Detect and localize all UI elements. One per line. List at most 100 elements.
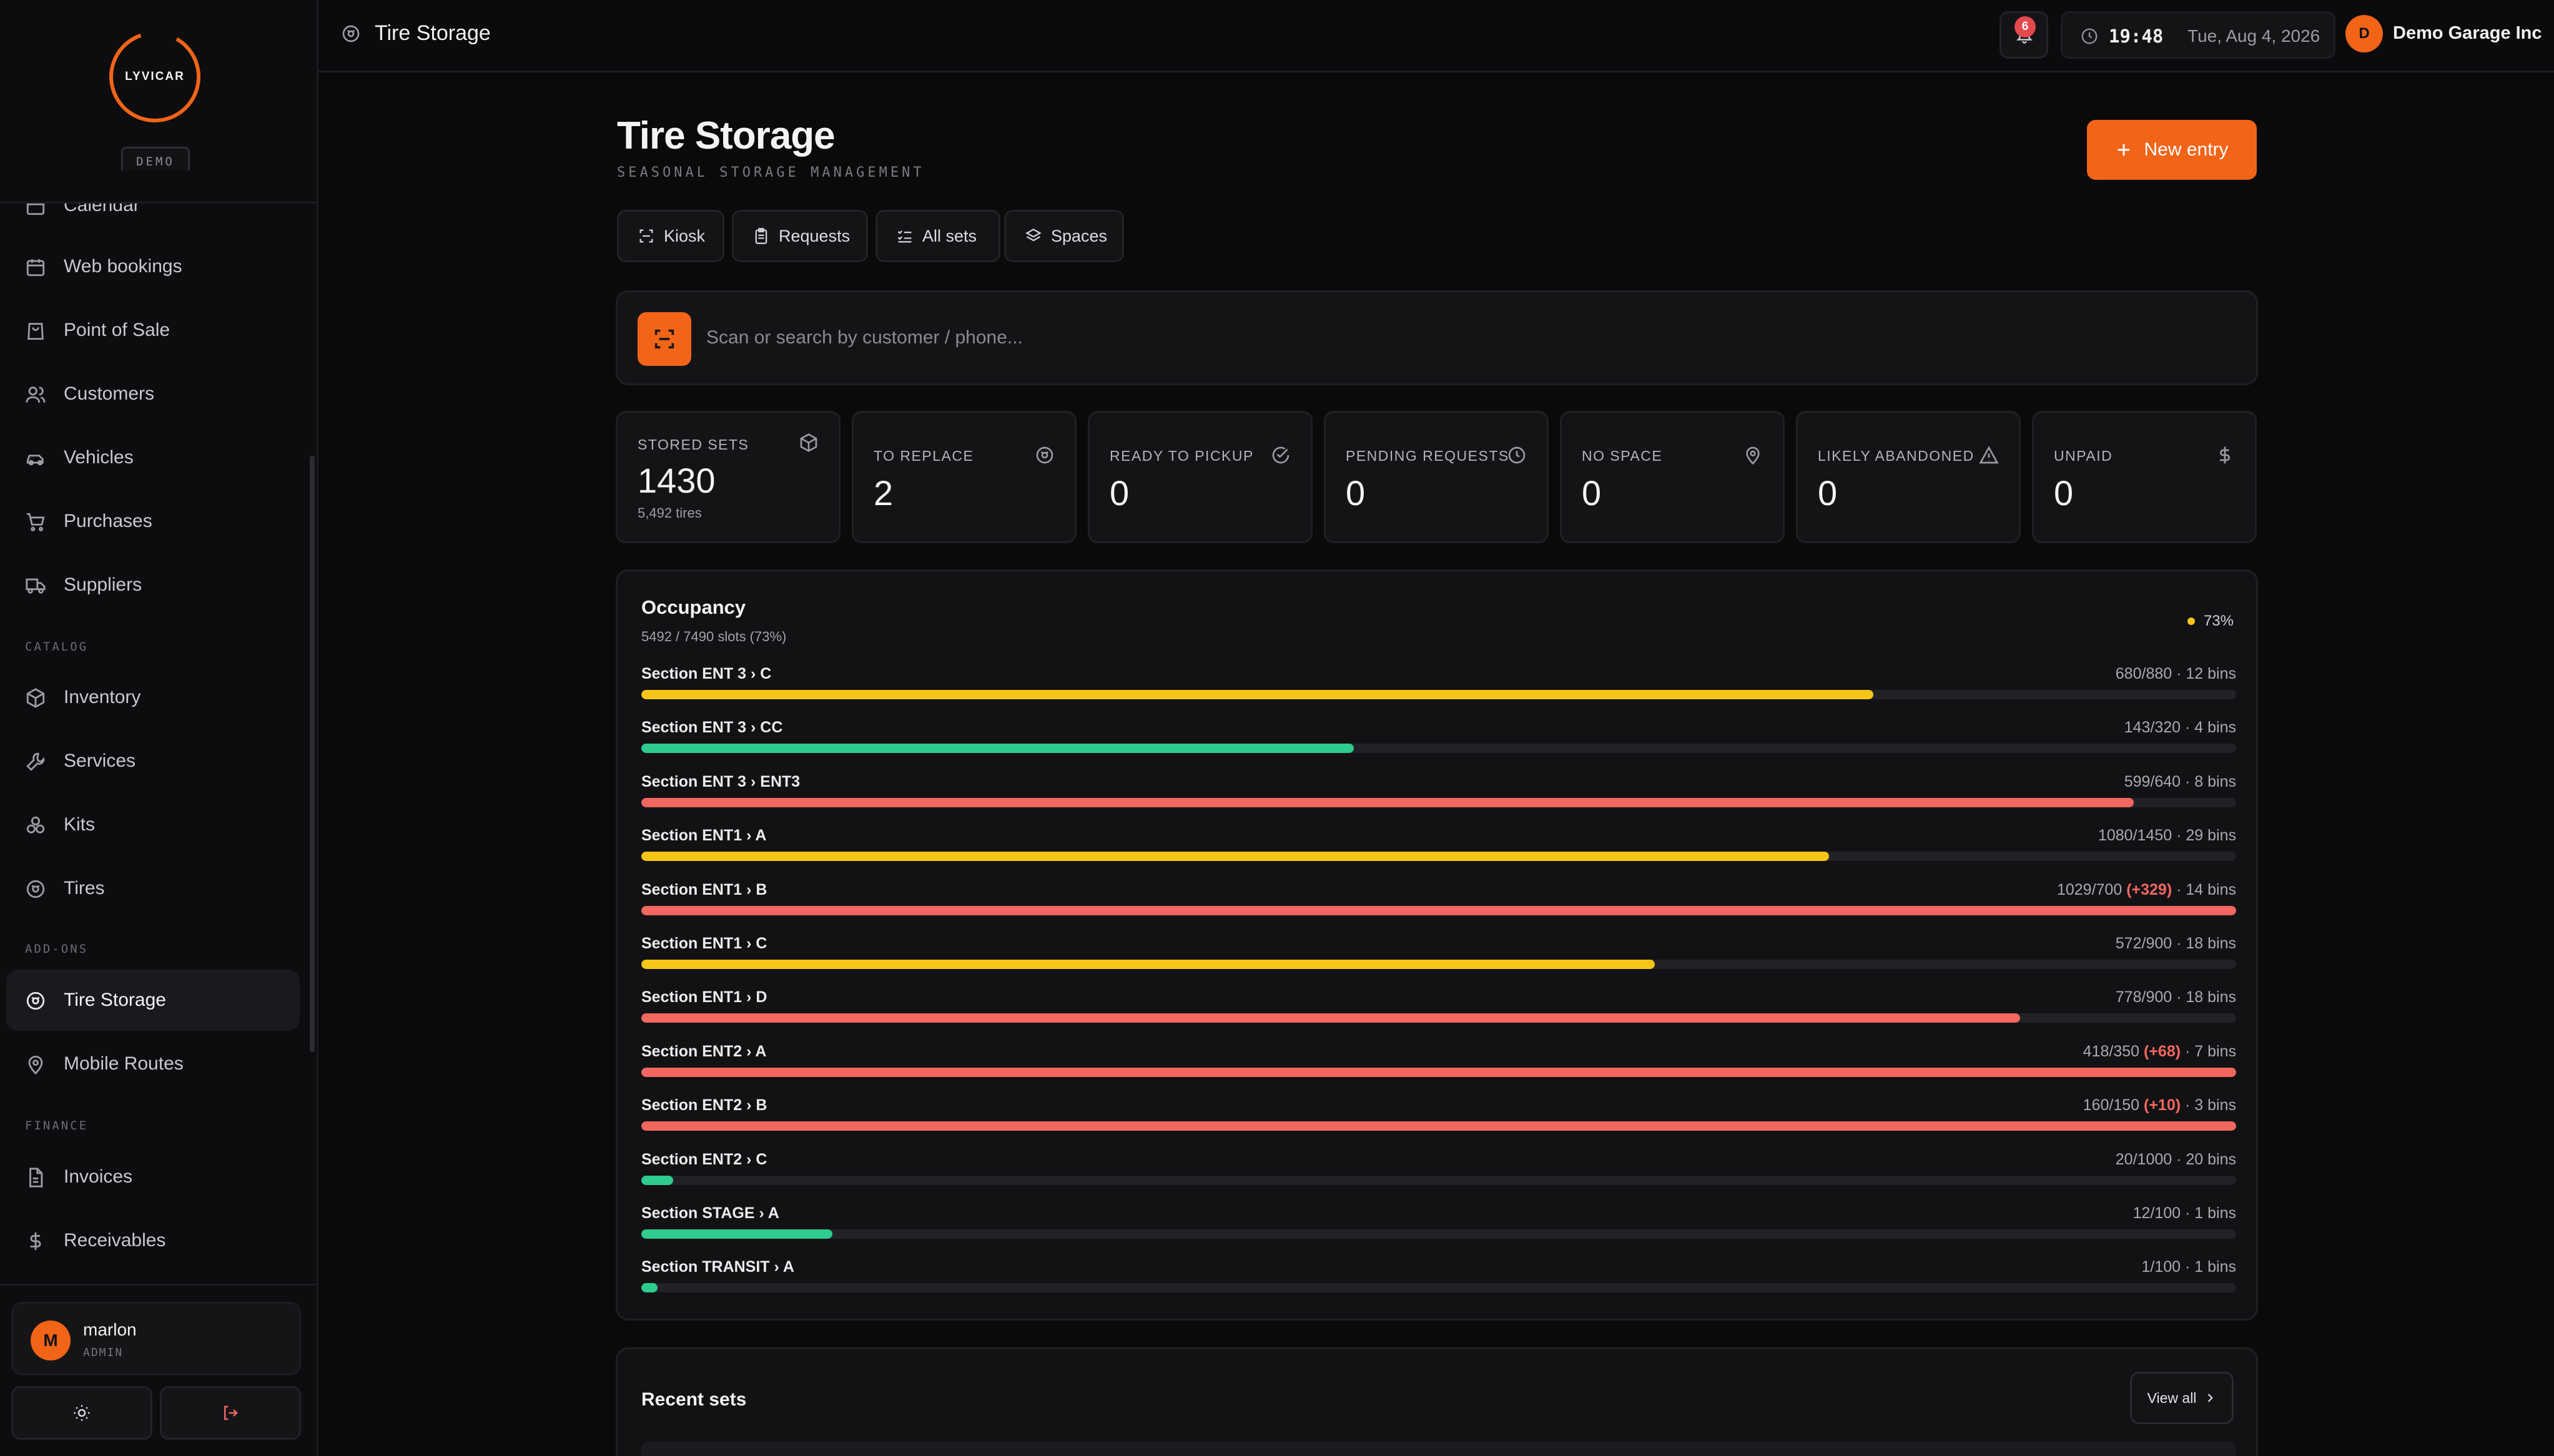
progress-fill [641, 960, 1655, 969]
occupancy-row[interactable]: Section ENT1 › C 572/900 · 18 bins [641, 935, 2236, 978]
stat-label: UNPAID [2054, 448, 2113, 464]
occupancy-row[interactable]: Section ENT 3 › CC 143/320 · 4 bins [641, 719, 2236, 762]
occupancy-row[interactable]: Section ENT1 › D 778/900 · 18 bins [641, 988, 2236, 1032]
overflow-count: (+10) [2144, 1096, 2181, 1114]
section-usage: 160/150 (+10) · 3 bins [2083, 1096, 2236, 1114]
stat-value: 0 [1346, 473, 1366, 513]
tab-requests[interactable]: Requests [732, 210, 868, 262]
section-name: Section ENT2 › A [641, 1042, 767, 1060]
sidebar-item-vehicles[interactable]: Vehicles [6, 427, 300, 488]
bin-count: · 7 bins [2181, 1042, 2236, 1060]
sidebar-item-receivables[interactable]: Receivables [6, 1210, 300, 1271]
sidebar: LYVICAR DEMO Calendar Web bookings Point… [0, 0, 318, 1456]
sidebar-item-services[interactable]: Services [6, 730, 300, 792]
user-role: ADMIN [83, 1346, 124, 1359]
progress-fill [641, 1175, 674, 1185]
search-bar[interactable]: Scan or search by customer / phone... [616, 290, 2258, 385]
stat-card-unpaid[interactable]: UNPAID 0 [2032, 411, 2257, 543]
sidebar-scrollbar[interactable] [310, 456, 315, 1052]
progress-track [641, 1121, 2236, 1131]
stat-value: 2 [874, 473, 894, 513]
stat-label: READY TO PICKUP [1110, 448, 1254, 464]
view-all-button[interactable]: View all [2130, 1372, 2234, 1424]
occupancy-panel: Occupancy 5492 / 7490 slots (73%) 73% Se… [616, 569, 2258, 1321]
sidebar-item-invoices[interactable]: Invoices [6, 1146, 300, 1208]
stat-card-to-replace[interactable]: TO REPLACE 2 [852, 411, 1077, 543]
sidebar-item-purchases[interactable]: Purchases [6, 491, 300, 552]
user-card[interactable]: M marlon ADMIN [11, 1302, 301, 1375]
stat-card-likely-abandoned[interactable]: LIKELY ABANDONED 0 [1796, 411, 2021, 543]
clock-icon [2081, 28, 2098, 44]
occupancy-row[interactable]: Section ENT2 › B 160/150 (+10) · 3 bins [641, 1096, 2236, 1140]
bin-count: · 18 bins [2172, 988, 2236, 1006]
occupancy-row[interactable]: Section ENT 3 › ENT3 599/640 · 8 bins [641, 773, 2236, 817]
progress-track [641, 852, 2236, 862]
progress-fill [641, 797, 2134, 807]
occupancy-row[interactable]: Section ENT1 › A 1080/1450 · 29 bins [641, 827, 2236, 870]
tab-spaces[interactable]: Spaces [1004, 210, 1124, 262]
occupancy-row[interactable]: Section STAGE › A 12/100 · 1 bins [641, 1204, 2236, 1248]
occupancy-percent: 73% [2187, 612, 2234, 630]
progress-fill [641, 852, 1830, 862]
tab-all-sets[interactable]: All sets [875, 210, 1000, 262]
user-name: marlon [83, 1320, 137, 1339]
logout-button[interactable] [160, 1386, 301, 1440]
stat-card-pending-requests[interactable]: PENDING REQUESTS 0 [1324, 411, 1549, 543]
section-name: Section TRANSIT › A [641, 1258, 794, 1276]
tab-label: All sets [922, 226, 977, 245]
section-name: Section ENT1 › A [641, 827, 767, 845]
section-usage: 1/100 · 1 bins [2142, 1258, 2237, 1276]
sidebar-item-label: Vehicles [64, 447, 134, 468]
section-usage: 1029/700 (+329) · 14 bins [2057, 881, 2236, 899]
usage-count: 418/350 [2083, 1042, 2140, 1060]
occupancy-row[interactable]: Section ENT2 › C 20/1000 · 20 bins [641, 1151, 2236, 1194]
section-name: Section ENT1 › C [641, 935, 767, 952]
occupancy-row[interactable]: Section ENT 3 › C 680/880 · 12 bins [641, 665, 2236, 709]
section-usage: 143/320 · 4 bins [2124, 719, 2236, 737]
logo[interactable]: LYVICAR [125, 70, 185, 83]
stat-label: NO SPACE [1582, 448, 1663, 464]
sidebar-item-mobile-routes[interactable]: Mobile Routes [6, 1033, 300, 1094]
stat-card-no-space[interactable]: NO SPACE 0 [1560, 411, 1785, 543]
section-usage: 599/640 · 8 bins [2124, 773, 2236, 791]
theme-toggle-button[interactable] [11, 1386, 152, 1440]
stat-card-stored-sets[interactable]: STORED SETS 1430 5,492 tires [616, 411, 841, 543]
bin-count: · 8 bins [2181, 772, 2236, 790]
progress-track [641, 1229, 2236, 1239]
new-entry-button[interactable]: New entry [2087, 120, 2257, 180]
usage-count: 572/900 [2115, 935, 2172, 952]
sidebar-item-suppliers[interactable]: Suppliers [6, 554, 300, 616]
sidebar-item-web-bookings[interactable]: Web bookings [6, 236, 300, 297]
usage-count: 599/640 [2124, 772, 2181, 790]
truck-icon [26, 578, 46, 594]
section-name: Section ENT1 › D [641, 988, 767, 1006]
sidebar-item-tires[interactable]: Tires [6, 858, 300, 919]
progress-track [641, 744, 2236, 754]
progress-fill [641, 744, 1354, 754]
section-name: Section ENT 3 › ENT3 [641, 772, 801, 790]
stat-value: 0 [2054, 473, 2074, 513]
sidebar-item-tire-storage[interactable]: Tire Storage [6, 970, 300, 1031]
stat-card-ready-to-pickup[interactable]: READY TO PICKUP 0 [1088, 411, 1313, 543]
sidebar-item-kits[interactable]: Kits [6, 794, 300, 855]
chevron-right-icon [2208, 1394, 2214, 1402]
occupancy-row[interactable]: Section ENT2 › A 418/350 (+68) · 7 bins [641, 1043, 2236, 1086]
tire-icon [342, 25, 360, 42]
progress-track [641, 797, 2236, 807]
bin-count: · 1 bins [2181, 1258, 2236, 1276]
occupancy-row[interactable]: Section ENT1 › B 1029/700 (+329) · 14 bin… [641, 881, 2236, 925]
sidebar-item-customers[interactable]: Customers [6, 363, 300, 425]
sidebar-item-inventory[interactable]: Inventory [6, 667, 300, 728]
section-name: Section ENT 3 › CC [641, 719, 783, 737]
stat-label: STORED SETS [638, 436, 749, 453]
occupancy-row[interactable]: Section TRANSIT › A 1/100 · 1 bins [641, 1258, 2236, 1302]
tab-kiosk[interactable]: Kiosk [617, 210, 724, 262]
progress-track [641, 1175, 2236, 1185]
stat-value: 0 [1110, 473, 1130, 513]
search-input[interactable]: Scan or search by customer / phone... [706, 327, 1023, 348]
sidebar-item-point-of-sale[interactable]: Point of Sale [6, 300, 300, 361]
progress-track [641, 1013, 2236, 1023]
scan-button[interactable] [638, 312, 691, 366]
stat-subtext: 5,492 tires [638, 505, 702, 521]
tab-label: Spaces [1051, 226, 1108, 245]
